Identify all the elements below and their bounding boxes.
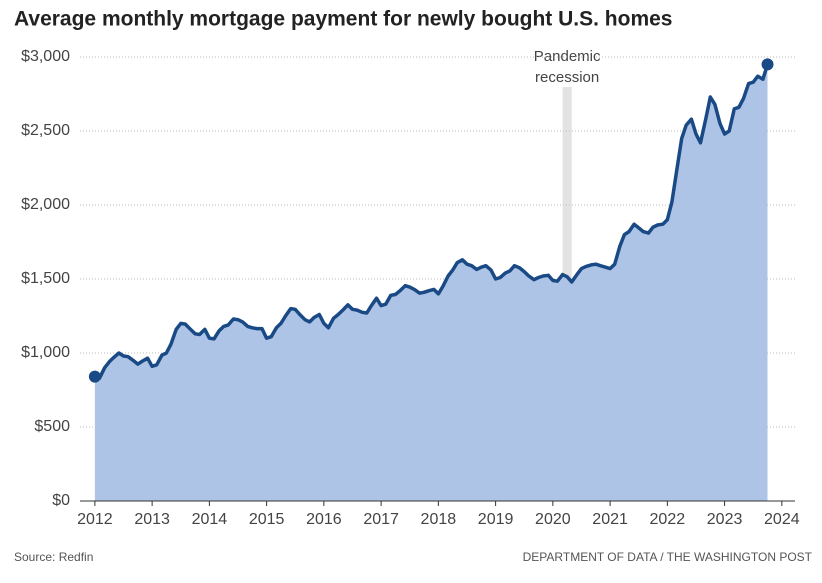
x-tick-label: 2021: [592, 511, 628, 528]
x-tick-label: 2018: [421, 511, 457, 528]
line: [94, 63, 770, 380]
credit: DEPARTMENT OF DATA / THE WASHINGTON POST: [523, 550, 813, 564]
y-tick-label: $3,000: [21, 48, 70, 65]
end-dot: [761, 58, 774, 71]
y-tick-label: $1,500: [21, 270, 70, 287]
y-tick-label: $0: [52, 492, 70, 509]
x-tick-label: 2019: [478, 511, 514, 528]
recession-label: Pandemic: [534, 48, 601, 65]
area: [94, 64, 768, 502]
recession-label: recession: [535, 69, 599, 86]
y-tick-label: $2,000: [21, 196, 70, 213]
x-tick-label: 2016: [306, 511, 342, 528]
source: Source: Redfin: [14, 550, 93, 564]
x-tick-label: 2020: [535, 511, 571, 528]
x-tick-label: 2013: [134, 511, 170, 528]
y-tick-label: $500: [34, 418, 70, 435]
y-tick-label: $2,500: [21, 122, 70, 139]
y-tick-label: $1,000: [21, 344, 70, 361]
x-tick-label: 2022: [650, 511, 686, 528]
x-tick-label: 2014: [192, 511, 228, 528]
x-tick-label: 2017: [363, 511, 399, 528]
chart-title: Average monthly mortgage payment for new…: [14, 8, 673, 31]
end-dot: [88, 370, 101, 383]
x-tick-label: 2023: [707, 511, 743, 528]
x-tick-label: 2015: [249, 511, 285, 528]
x-tick-label: 2024: [764, 511, 800, 528]
x-tick-label: 2012: [77, 511, 113, 528]
